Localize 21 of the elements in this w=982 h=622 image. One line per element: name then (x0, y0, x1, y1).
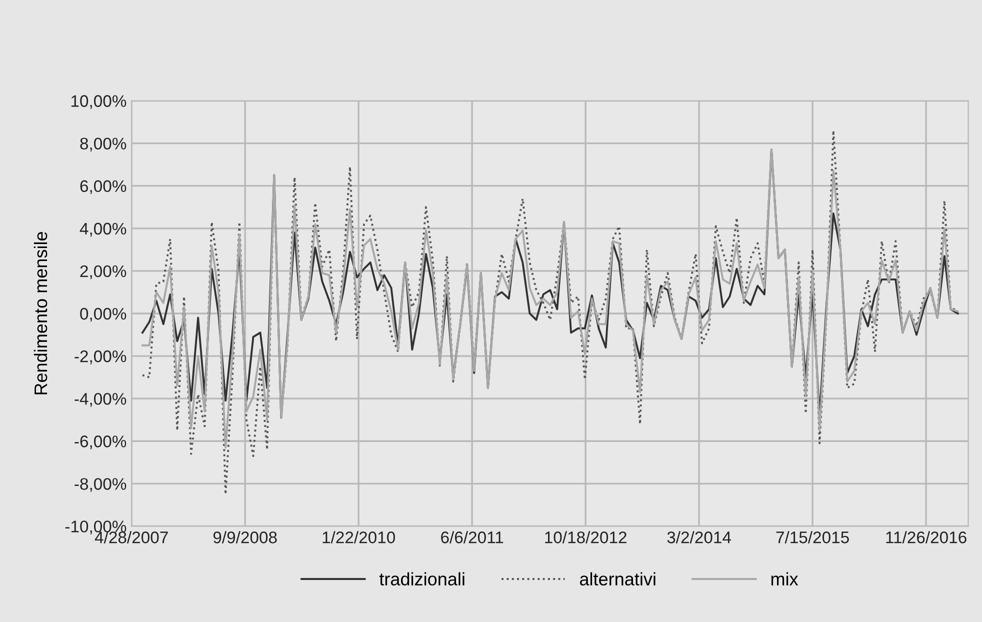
y-tick-label: 6,00% (80, 180, 126, 194)
x-tick-label: 10/18/2012 (545, 531, 626, 544)
y-tick-label: 8,00% (80, 138, 126, 152)
x-tick-label: 1/22/2010 (322, 531, 395, 544)
y-tick-label: -8,00% (74, 478, 126, 492)
x-tick-label: 7/15/2015 (776, 531, 849, 544)
legend-label: mix (771, 572, 798, 586)
y-tick-label: -4,00% (74, 392, 126, 407)
legend-label: alternativi (580, 572, 656, 586)
x-tick-label: 11/26/2016 (886, 531, 966, 544)
y-axis-title: Rendimento mensile (34, 232, 48, 394)
y-tick-label: 0,00% (80, 308, 126, 322)
y-tick-label: 10,00% (71, 95, 126, 109)
y-tick-label: -2,00% (74, 350, 126, 364)
legend-label: tradizionali (379, 572, 464, 586)
x-tick-label: 6/6/2011 (441, 531, 504, 544)
y-tick-label: 2,00% (80, 265, 126, 280)
y-tick-label: -6,00% (74, 436, 126, 450)
y-tick-label: 4,00% (80, 222, 126, 237)
x-tick-label: 3/2/2014 (667, 531, 731, 544)
x-tick-label: 9/9/2008 (213, 531, 277, 544)
